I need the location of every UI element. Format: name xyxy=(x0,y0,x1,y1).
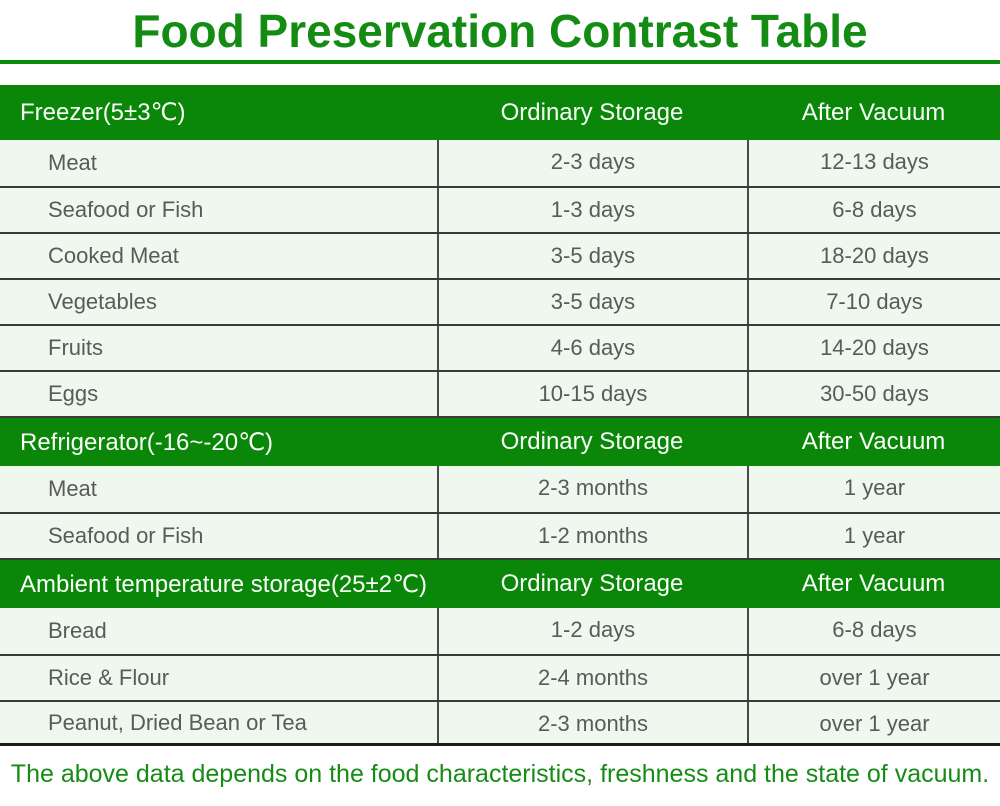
ordinary-storage-value: 2-3 days xyxy=(437,140,747,186)
section-header-ambient: Ambient temperature storage(25±2℃) Ordin… xyxy=(0,558,1000,608)
after-vacuum-value: over 1 year xyxy=(747,656,1000,700)
ordinary-storage-value: 10-15 days xyxy=(437,372,747,416)
table-row: Peanut, Dried Bean or Tea 2-3 months ove… xyxy=(0,700,1000,746)
after-vacuum-value: 30-50 days xyxy=(747,372,1000,416)
table-row: Cooked Meat 3-5 days 18-20 days xyxy=(0,232,1000,278)
title-divider xyxy=(0,60,1000,64)
ordinary-storage-value: 1-2 months xyxy=(437,514,747,558)
ordinary-storage-value: 1-2 days xyxy=(437,608,747,654)
row-item-label: Seafood or Fish xyxy=(48,197,204,222)
column-header-ordinary-storage: Ordinary Storage xyxy=(500,98,684,126)
row-item-label: Eggs xyxy=(48,381,99,406)
column-header-after-vacuum: After Vacuum xyxy=(801,98,946,126)
footer-disclaimer: The above data depends on the food chara… xyxy=(10,760,990,788)
row-item-label: Seafood or Fish xyxy=(48,523,204,548)
row-item-label: Bread xyxy=(48,618,107,643)
after-vacuum-value: 7-10 days xyxy=(747,280,1000,324)
after-vacuum-value: 18-20 days xyxy=(747,234,1000,278)
row-item-label: Peanut, Dried Bean or Tea xyxy=(48,709,307,735)
ordinary-storage-value: 1-3 days xyxy=(437,188,747,232)
ordinary-storage-value: 3-5 days xyxy=(437,280,747,324)
table-row: Bread 1-2 days 6-8 days xyxy=(0,608,1000,654)
section-label: Freezer(5±3℃) xyxy=(20,99,186,126)
table-row: Rice & Flour 2-4 months over 1 year xyxy=(0,654,1000,700)
ordinary-storage-value: 2-4 months xyxy=(437,656,747,700)
ordinary-storage-value: 4-6 days xyxy=(437,326,747,370)
section-label: Ambient temperature storage(25±2℃) xyxy=(20,570,427,598)
column-header-ordinary-storage: Ordinary Storage xyxy=(500,428,684,455)
spacer xyxy=(0,64,1000,85)
table-row: Eggs 10-15 days 30-50 days xyxy=(0,370,1000,416)
table-row: Vegetables 3-5 days 7-10 days xyxy=(0,278,1000,324)
table-row: Fruits 4-6 days 14-20 days xyxy=(0,324,1000,370)
table-row: Meat 2-3 months 1 year xyxy=(0,466,1000,512)
after-vacuum-value: 6-8 days xyxy=(747,188,1000,232)
section-header-freezer: Freezer(5±3℃) Ordinary Storage After Vac… xyxy=(0,85,1000,140)
row-item-label: Meat xyxy=(48,150,97,175)
column-header-after-vacuum: After Vacuum xyxy=(801,570,946,597)
column-header-ordinary-storage: Ordinary Storage xyxy=(500,570,684,597)
after-vacuum-value: 14-20 days xyxy=(747,326,1000,370)
table-row: Seafood or Fish 1-3 days 6-8 days xyxy=(0,186,1000,232)
ordinary-storage-value: 2-3 months xyxy=(437,466,747,512)
ordinary-storage-value: 2-3 months xyxy=(437,702,747,743)
after-vacuum-value: 6-8 days xyxy=(747,608,1000,654)
row-item-label: Vegetables xyxy=(48,289,157,314)
after-vacuum-value: 1 year xyxy=(747,466,1000,512)
after-vacuum-value: over 1 year xyxy=(747,702,1000,743)
row-item-label: Meat xyxy=(48,476,97,501)
ordinary-storage-value: 3-5 days xyxy=(437,234,747,278)
section-header-refrigerator: Refrigerator(-16~-20℃) Ordinary Storage … xyxy=(0,416,1000,466)
row-item-label: Rice & Flour xyxy=(48,665,170,690)
column-header-after-vacuum: After Vacuum xyxy=(801,428,946,455)
page-title: Food Preservation Contrast Table xyxy=(132,5,868,57)
after-vacuum-value: 12-13 days xyxy=(747,140,1000,186)
after-vacuum-value: 1 year xyxy=(747,514,1000,558)
row-item-label: Cooked Meat xyxy=(48,243,179,268)
section-label: Refrigerator(-16~-20℃) xyxy=(20,428,274,456)
table-row: Meat 2-3 days 12-13 days xyxy=(0,140,1000,186)
preservation-table: Freezer(5±3℃) Ordinary Storage After Vac… xyxy=(0,85,1000,746)
table-row: Seafood or Fish 1-2 months 1 year xyxy=(0,512,1000,558)
row-item-label: Fruits xyxy=(48,335,103,360)
